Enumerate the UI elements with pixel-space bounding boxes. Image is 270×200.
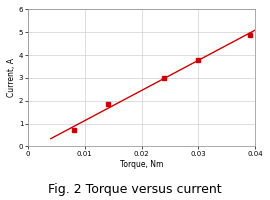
X-axis label: Torque, Nm: Torque, Nm: [120, 160, 163, 169]
Y-axis label: Current, A: Current, A: [7, 58, 16, 97]
Text: Fig. 2 Torque versus current: Fig. 2 Torque versus current: [48, 183, 222, 196]
